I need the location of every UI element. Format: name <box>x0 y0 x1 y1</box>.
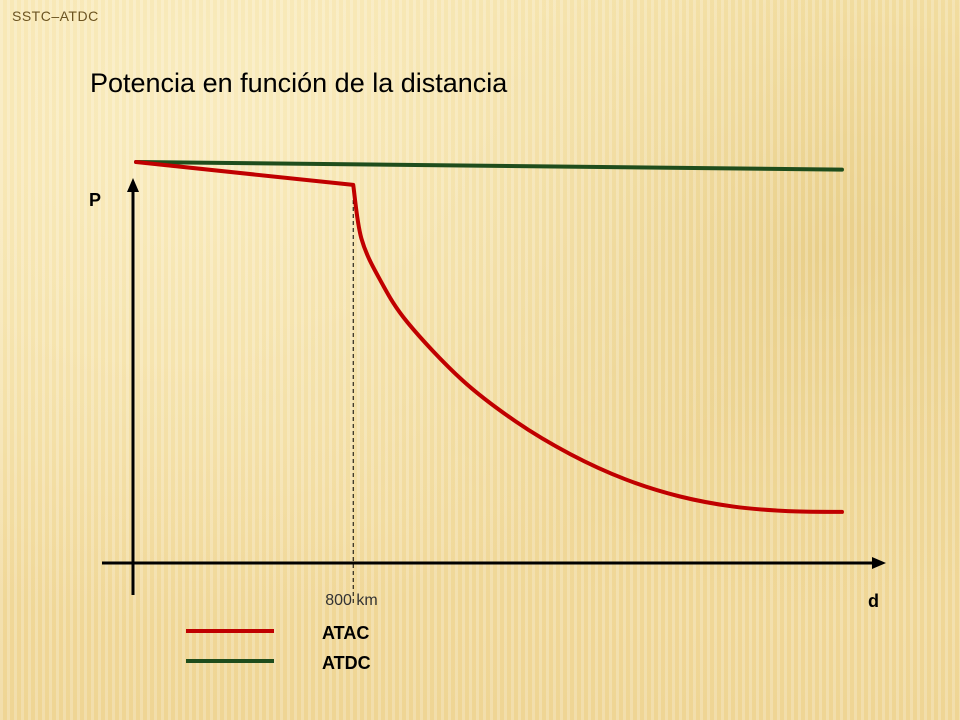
chart-legend: ATAC ATDC <box>186 623 371 673</box>
legend-label-atdc: ATDC <box>322 653 371 673</box>
y-axis-label: P <box>89 190 101 210</box>
x-axis-label: d <box>868 591 879 611</box>
legend-label-atac: ATAC <box>322 623 369 643</box>
header-label: SSTC–ATDC <box>12 8 99 24</box>
slide-title: Potencia en función de la distancia <box>90 68 508 98</box>
series-line-atdc <box>134 160 844 172</box>
series-line-atac <box>134 160 844 514</box>
annotation-label-0: 800 km <box>325 592 377 609</box>
y-axis-arrow <box>127 178 139 192</box>
series-layer <box>134 160 844 514</box>
x-axis-arrow <box>872 557 886 569</box>
annotation-layer: 800 km <box>325 200 378 609</box>
chart-axes: P d <box>89 178 886 611</box>
